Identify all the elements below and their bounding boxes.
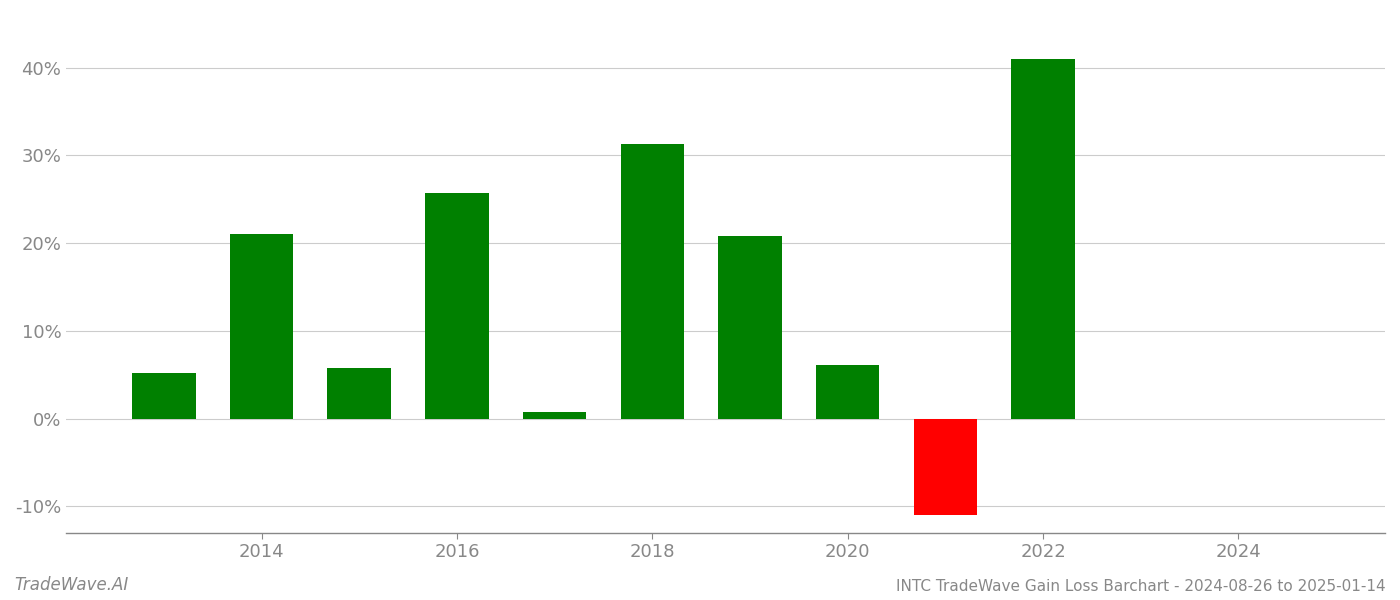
Bar	[230, 235, 293, 419]
Bar	[522, 412, 587, 419]
Bar	[328, 368, 391, 419]
Bar	[1011, 59, 1075, 419]
Bar	[718, 236, 781, 419]
Text: INTC TradeWave Gain Loss Barchart - 2024-08-26 to 2025-01-14: INTC TradeWave Gain Loss Barchart - 2024…	[896, 579, 1386, 594]
Text: TradeWave.AI: TradeWave.AI	[14, 576, 129, 594]
Bar	[914, 419, 977, 515]
Bar	[620, 144, 685, 419]
Bar	[132, 373, 196, 419]
Bar	[816, 365, 879, 419]
Bar	[426, 193, 489, 419]
